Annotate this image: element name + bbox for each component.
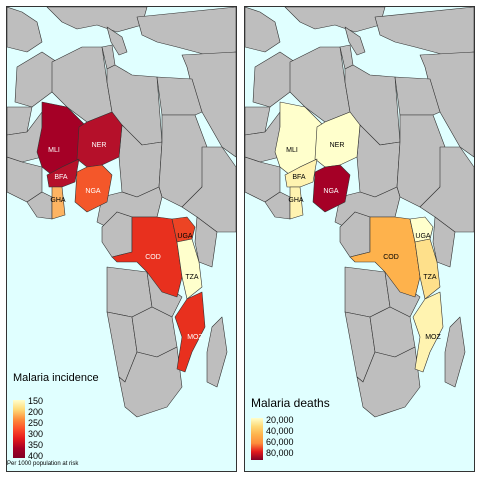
legend-label: 200 bbox=[28, 407, 44, 417]
country-label: UGA bbox=[177, 233, 193, 240]
country-label: MLI bbox=[48, 147, 60, 154]
madagascar bbox=[206, 316, 228, 388]
madagascar bbox=[444, 316, 466, 388]
deaths-map-panel: MLI NER BFA GHA NGA COD UGA TZA MOZ Mala… bbox=[244, 6, 475, 472]
country-NGA bbox=[312, 164, 351, 213]
legend-label: 150 bbox=[28, 396, 44, 406]
country-NGA bbox=[74, 164, 113, 213]
country-TZA bbox=[176, 238, 203, 300]
egypt bbox=[394, 76, 441, 116]
legend-label: 300 bbox=[28, 429, 44, 439]
balkans-turkey bbox=[136, 7, 236, 56]
country-label: UGA bbox=[415, 233, 431, 240]
middle-east bbox=[419, 51, 474, 158]
country-label: BFA bbox=[54, 174, 68, 181]
legend-label: 20,000 bbox=[266, 415, 294, 425]
legend-color-bar bbox=[13, 400, 25, 458]
country-UGA bbox=[409, 216, 434, 243]
morocco bbox=[252, 51, 296, 108]
iberia bbox=[245, 7, 281, 53]
footnote: Per 1000 population at risk bbox=[7, 461, 79, 467]
country-label: NGA bbox=[85, 188, 101, 195]
country-label: NER bbox=[330, 142, 345, 149]
country-choropleth bbox=[36, 101, 206, 373]
country-label: COD bbox=[383, 254, 399, 261]
country-UGA bbox=[171, 216, 196, 243]
kenya bbox=[194, 216, 218, 268]
country-label: MOZ bbox=[425, 334, 441, 341]
legend-label: 250 bbox=[28, 418, 44, 428]
country-label: TZA bbox=[423, 274, 437, 281]
country-MOZ bbox=[174, 291, 206, 373]
country-label: MLI bbox=[286, 147, 298, 154]
europe-north bbox=[284, 7, 386, 33]
country-label: COD bbox=[145, 254, 161, 261]
middle-east bbox=[181, 51, 236, 158]
incidence-map-panel: MLI NER BFA GHA NGA COD UGA TZA MOZ Mala… bbox=[6, 6, 237, 472]
country-label: BFA bbox=[292, 174, 306, 181]
angola bbox=[106, 266, 153, 318]
country-label: NER bbox=[92, 142, 107, 149]
country-MOZ bbox=[412, 291, 444, 373]
iberia bbox=[7, 7, 43, 53]
legend-label: 400 bbox=[28, 451, 44, 461]
legend-label: 40,000 bbox=[266, 426, 294, 436]
country-BFA bbox=[46, 158, 80, 188]
legend-color-bar bbox=[251, 418, 263, 460]
country-GHA bbox=[51, 186, 66, 220]
country-label: GHA bbox=[50, 197, 66, 204]
legend-title: Malaria deaths bbox=[251, 396, 330, 410]
base-map bbox=[245, 7, 474, 418]
country-choropleth bbox=[274, 101, 444, 373]
country-TZA bbox=[414, 238, 441, 300]
country-label: NGA bbox=[323, 188, 339, 195]
country-labels: MLI NER BFA GHA NGA COD UGA TZA MOZ bbox=[286, 142, 441, 341]
country-label: TZA bbox=[185, 274, 199, 281]
country-GHA bbox=[289, 186, 304, 220]
legend-label: 60,000 bbox=[266, 437, 294, 447]
legend-label: 80,000 bbox=[266, 448, 294, 458]
country-label: GHA bbox=[288, 197, 304, 204]
morocco bbox=[14, 51, 58, 108]
egypt bbox=[156, 76, 203, 116]
italy bbox=[106, 26, 128, 56]
country-NER bbox=[76, 111, 123, 168]
deaths-map: MLI NER BFA GHA NGA COD UGA TZA MOZ bbox=[245, 7, 474, 418]
country-label: MOZ bbox=[187, 334, 203, 341]
base-map bbox=[7, 7, 236, 418]
kenya bbox=[432, 216, 456, 268]
italy bbox=[344, 26, 366, 56]
incidence-map: MLI NER BFA GHA NGA COD UGA TZA MOZ bbox=[7, 7, 236, 418]
country-labels: MLI NER BFA GHA NGA COD UGA TZA MOZ bbox=[48, 142, 203, 341]
legend-label: 350 bbox=[28, 440, 44, 450]
country-NER bbox=[314, 111, 361, 168]
legend-title: Malaria incidence bbox=[13, 372, 99, 384]
angola bbox=[344, 266, 391, 318]
europe-north bbox=[46, 7, 148, 33]
country-BFA bbox=[284, 158, 318, 188]
balkans-turkey bbox=[374, 7, 474, 56]
